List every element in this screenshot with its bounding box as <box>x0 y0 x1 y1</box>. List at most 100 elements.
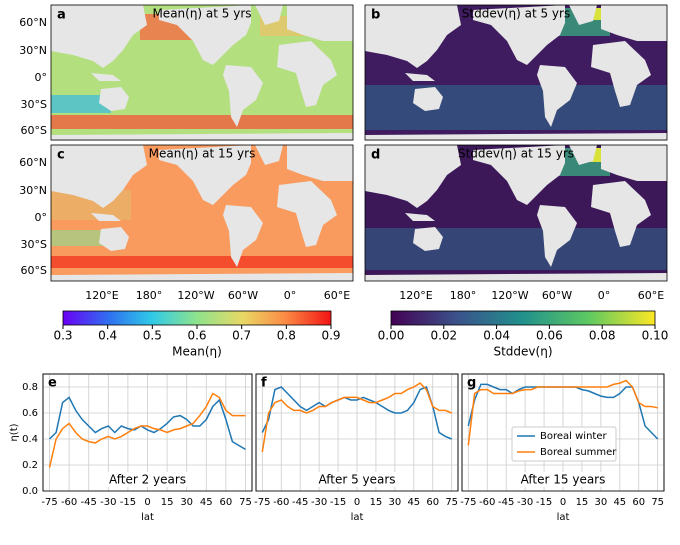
colorbar-label: Mean(η) <box>172 345 222 359</box>
x-tick-label: -15 <box>120 497 136 508</box>
legend-label: Boreal winter <box>540 431 607 442</box>
lon-label: 120°E <box>399 289 432 302</box>
lon-label: 180° <box>136 289 163 302</box>
x-tick-label: 30 <box>595 497 608 508</box>
colorbar-tick-label: 0.7 <box>232 329 251 343</box>
lon-label: 120°W <box>491 289 528 302</box>
lat-label: 30°S <box>21 238 47 251</box>
x-tick-label: 0 <box>144 497 150 508</box>
x-tick-label: 45 <box>407 497 420 508</box>
x-tick-label: 0 <box>354 497 360 508</box>
y-tick-label: 0.8 <box>22 382 38 393</box>
x-tick-label: -15 <box>330 497 346 508</box>
colorbar-tick-label: 0.8 <box>277 329 296 343</box>
colorbar-tick-label: 0.4 <box>98 329 117 343</box>
panel-label: e <box>48 376 57 391</box>
x-tick-label: 15 <box>370 497 383 508</box>
annotation: After 15 years <box>521 473 606 487</box>
colorbar <box>390 310 656 326</box>
colorbar-tick-label: 0.04 <box>483 329 510 343</box>
x-axis-label: lat <box>557 512 570 523</box>
x-tick-label: 30 <box>180 497 193 508</box>
lon-label: 0° <box>284 289 297 302</box>
colorbar-tick-label: 0.08 <box>589 329 616 343</box>
lon-label: 120°W <box>177 289 214 302</box>
x-tick-label: -45 <box>292 497 308 508</box>
lat-label: 30°N <box>19 44 47 57</box>
map-field <box>51 95 111 113</box>
x-tick-label: 45 <box>613 497 626 508</box>
x-tick-label: -45 <box>81 497 97 508</box>
map-frame <box>50 144 354 282</box>
x-tick-label: 15 <box>161 497 174 508</box>
map-panel: c Mean(η) at 15 yrs <box>50 144 354 282</box>
map-panel: a Mean(η) at 5 yrs <box>50 4 354 141</box>
x-tick-label: -75 <box>254 497 270 508</box>
colorbar-tick-label: 0.10 <box>642 329 669 343</box>
plot-frame <box>255 373 459 492</box>
lat-label: 60°S <box>21 264 47 277</box>
panel-label: f <box>261 376 267 391</box>
y-tick-label: 0.2 <box>22 460 38 471</box>
legend-label: Boreal summer <box>540 447 617 458</box>
colorbar-tick-label: 0.6 <box>187 329 206 343</box>
x-tick-label: 15 <box>576 497 589 508</box>
annotation: After 5 years <box>318 473 395 487</box>
plot-frame <box>42 373 253 492</box>
map-title: Stddev(η) at 15 yrs <box>458 147 574 161</box>
x-tick-label: -60 <box>61 497 77 508</box>
colorbar-tick-label: 0.00 <box>378 329 405 343</box>
x-tick-label: 60 <box>632 497 645 508</box>
panel-label: g <box>467 376 476 391</box>
annotation-box <box>309 472 405 487</box>
colorbar-tick-label: 0.5 <box>143 329 162 343</box>
x-tick-label: 75 <box>651 497 664 508</box>
lon-label: 120°E <box>85 289 118 302</box>
x-tick-label: 75 <box>445 497 458 508</box>
y-tick-label: 0.0 <box>22 486 38 497</box>
annotation-box <box>99 472 196 487</box>
lat-label: 60°N <box>19 156 47 169</box>
panel-label: a <box>57 8 66 23</box>
legend-box <box>511 426 617 462</box>
colorbar-tick-label: 0.06 <box>536 329 563 343</box>
x-tick-label: 30 <box>389 497 402 508</box>
x-axis-label: lat <box>351 512 364 523</box>
y-tick-label: 0.6 <box>22 408 38 419</box>
lon-label: 60°E <box>324 289 350 302</box>
colorbar-tick-label: 0.02 <box>430 329 457 343</box>
panel-label: c <box>57 148 65 163</box>
lat-label: 30°N <box>19 184 47 197</box>
panel-label: b <box>371 8 380 23</box>
map-title: Stddev(η) at 5 yrs <box>462 7 570 21</box>
lon-label: 0° <box>598 289 611 302</box>
map-frame <box>364 4 668 141</box>
series-line <box>261 385 452 440</box>
panel-label: d <box>371 148 380 163</box>
lon-label: 180° <box>450 289 477 302</box>
map-title: Mean(η) at 15 yrs <box>149 147 256 161</box>
map-field <box>51 115 353 129</box>
colorbar <box>62 310 332 326</box>
lon-label: 60°W <box>542 289 572 302</box>
lat-label: 60°N <box>19 16 47 29</box>
map-title: Mean(η) at 5 yrs <box>152 7 251 21</box>
y-tick-label: 0.4 <box>22 434 38 445</box>
x-tick-label: -75 <box>41 497 57 508</box>
x-tick-label: -30 <box>311 497 327 508</box>
map-frame <box>364 144 668 282</box>
x-tick-label: -15 <box>536 497 552 508</box>
lon-label: 60°E <box>638 289 664 302</box>
lat-label: 0° <box>35 71 48 84</box>
series-line <box>261 382 452 453</box>
series-line <box>467 379 658 446</box>
plot-frame <box>461 373 665 492</box>
x-tick-label: -30 <box>517 497 533 508</box>
map-panel: d Stddev(η) at 15 yrs <box>364 144 668 282</box>
x-axis-label: lat <box>141 512 154 523</box>
x-tick-label: 0 <box>560 497 566 508</box>
x-tick-label: 60 <box>220 497 233 508</box>
annotation-box <box>515 472 611 487</box>
x-tick-label: -75 <box>460 497 476 508</box>
lat-label: 60°S <box>21 124 47 137</box>
